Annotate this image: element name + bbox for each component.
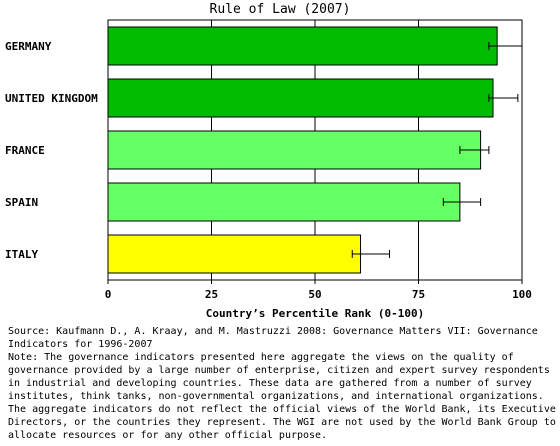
bar	[107, 234, 362, 274]
bar	[107, 78, 494, 118]
category-label: GERMANY	[5, 40, 52, 53]
plot-area: 0 25 50 75 100 GERMANY UNITED KINGDOM FRANCE SPA…	[5, 19, 532, 301]
bar	[107, 182, 461, 222]
x-tick-label: 75	[412, 288, 425, 301]
source-text: Source: Kaufmann D., A. Kraay, and M. Ma…	[8, 326, 538, 350]
bar	[107, 26, 498, 66]
x-tick-label: 25	[205, 288, 218, 301]
x-tick-label: 50	[308, 288, 321, 301]
x-tick-label: 0	[105, 288, 112, 301]
category-label: ITALY	[5, 248, 38, 261]
chart-notes: Source: Kaufmann D., A. Kraay, and M. Ma…	[8, 325, 558, 442]
chart-title: Rule of Law (2007)	[210, 2, 351, 17]
category-label: FRANCE	[5, 144, 45, 157]
x-tick-label: 100	[512, 288, 532, 301]
x-axis-label: Country’s Percentile Rank (0-100)	[206, 307, 425, 320]
category-label: SPAIN	[5, 196, 38, 209]
bar	[107, 130, 482, 170]
note-text: Note: The governance indicators presente…	[8, 352, 556, 441]
rule-of-law-chart: Rule of Law (2007) 0 25 50 75 100 GERMANY UNIT…	[5, 2, 532, 320]
category-label: UNITED KINGDOM	[5, 92, 98, 105]
